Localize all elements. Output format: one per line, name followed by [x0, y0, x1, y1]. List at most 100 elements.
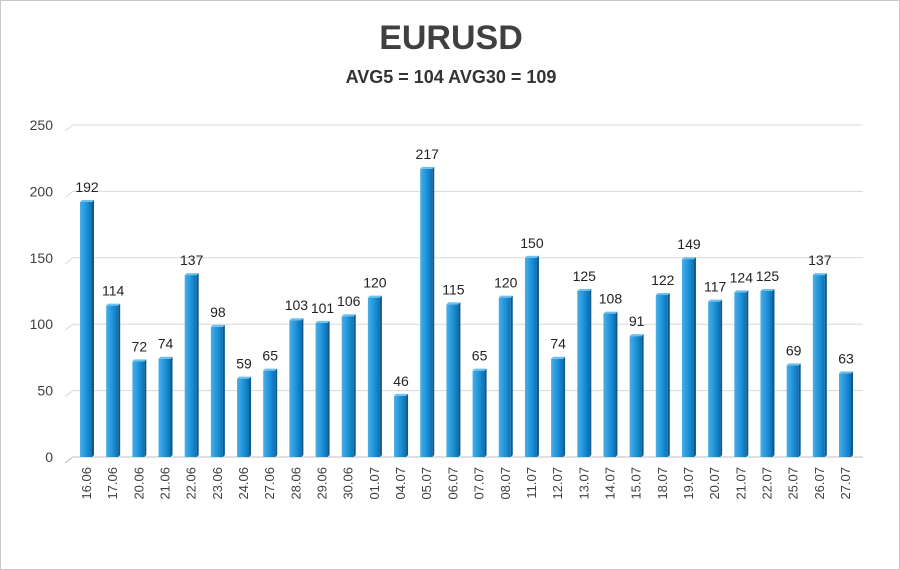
bar-top [210, 324, 225, 327]
x-tick-label: 08.07 [498, 467, 513, 500]
x-tick-label: 07.07 [472, 467, 487, 500]
bar-top [367, 295, 382, 298]
bar-top [263, 368, 278, 371]
bar-side [458, 302, 461, 457]
data-label: 125 [756, 268, 780, 284]
data-label: 59 [236, 356, 252, 372]
bar [655, 294, 668, 457]
bar-top [315, 320, 330, 323]
bar-top [289, 318, 304, 321]
bar [760, 291, 773, 457]
bar [80, 202, 92, 457]
x-tick-label: 06.07 [445, 467, 460, 500]
bar-top [106, 303, 121, 306]
x-tick-label: 29.06 [315, 467, 330, 500]
bar [341, 316, 354, 457]
bar-top [629, 334, 644, 337]
x-tick-label: 20.06 [131, 467, 146, 500]
data-label: 103 [285, 297, 309, 313]
data-label: 46 [393, 373, 409, 389]
bar [210, 326, 223, 457]
bar [106, 305, 119, 457]
bar-side [118, 303, 121, 457]
data-label: 65 [472, 348, 488, 364]
bar-top [812, 273, 827, 276]
x-tick-label: 12.07 [550, 467, 565, 500]
bar-top [786, 363, 801, 366]
bar-top [681, 257, 696, 260]
bar-side [720, 299, 723, 457]
bar-top [524, 255, 539, 258]
bar-side [327, 320, 330, 457]
bar-side [851, 371, 853, 457]
x-tick-label: 30.06 [341, 467, 356, 500]
x-axis-line [64, 456, 863, 464]
data-label: 125 [573, 268, 597, 284]
bar [524, 257, 537, 457]
bar-side [196, 273, 199, 457]
gridline [64, 390, 863, 398]
bar-side [170, 356, 173, 457]
bar-side [222, 324, 225, 457]
gridline [64, 323, 863, 331]
bar-side [510, 295, 513, 457]
data-label: 63 [838, 350, 854, 366]
x-tick-label: 26.07 [812, 467, 827, 500]
x-tick-label: 05.07 [419, 467, 434, 500]
data-label: 65 [262, 348, 278, 364]
data-label: 192 [75, 179, 99, 195]
bar-side [824, 273, 827, 457]
bar-side [484, 368, 487, 457]
bar-top [577, 289, 592, 291]
bar-top [158, 356, 173, 359]
data-label: 114 [102, 283, 125, 299]
x-tick-label: 15.07 [629, 467, 644, 500]
x-tick-label: 25.07 [786, 467, 801, 500]
x-tick-label: 13.07 [576, 467, 591, 500]
bar-top [420, 166, 435, 169]
x-tick-label: 19.07 [681, 467, 696, 500]
bar-top [839, 371, 853, 374]
bar-side [406, 393, 409, 457]
bar-top [80, 200, 94, 203]
bar [420, 168, 433, 457]
bar [498, 297, 511, 457]
x-tick-label: 22.07 [759, 467, 774, 500]
bar-top [341, 314, 356, 317]
data-label: 91 [629, 313, 645, 329]
data-label: 115 [442, 281, 465, 297]
data-label: 150 [520, 235, 544, 251]
bar [551, 358, 564, 457]
gridline [64, 190, 863, 198]
bar [132, 361, 145, 457]
y-tick-label: 200 [30, 183, 54, 199]
bar-top [446, 302, 461, 305]
bar-side [693, 257, 696, 457]
bar-side [798, 363, 801, 457]
x-tick-label: 16.06 [79, 467, 94, 500]
data-label: 137 [808, 252, 832, 268]
data-label: 74 [158, 336, 174, 352]
bar-top [708, 299, 723, 302]
bar-side [379, 295, 382, 457]
bar [446, 304, 459, 457]
bar [708, 301, 721, 457]
data-label: 120 [363, 275, 387, 291]
data-label: 69 [786, 342, 802, 358]
bar [734, 292, 747, 457]
gridline [64, 257, 863, 265]
bar-top [237, 376, 252, 379]
data-label: 117 [704, 279, 727, 295]
bar [158, 358, 171, 457]
bar [394, 395, 407, 457]
bar [577, 291, 590, 457]
bar-top [498, 295, 513, 298]
bar [237, 378, 250, 457]
bar-top [132, 359, 147, 362]
bar-top [472, 368, 487, 371]
bar-side [92, 200, 94, 458]
x-tick-label: 11.07 [524, 467, 539, 499]
bar [472, 370, 485, 457]
bar-top [655, 292, 670, 295]
